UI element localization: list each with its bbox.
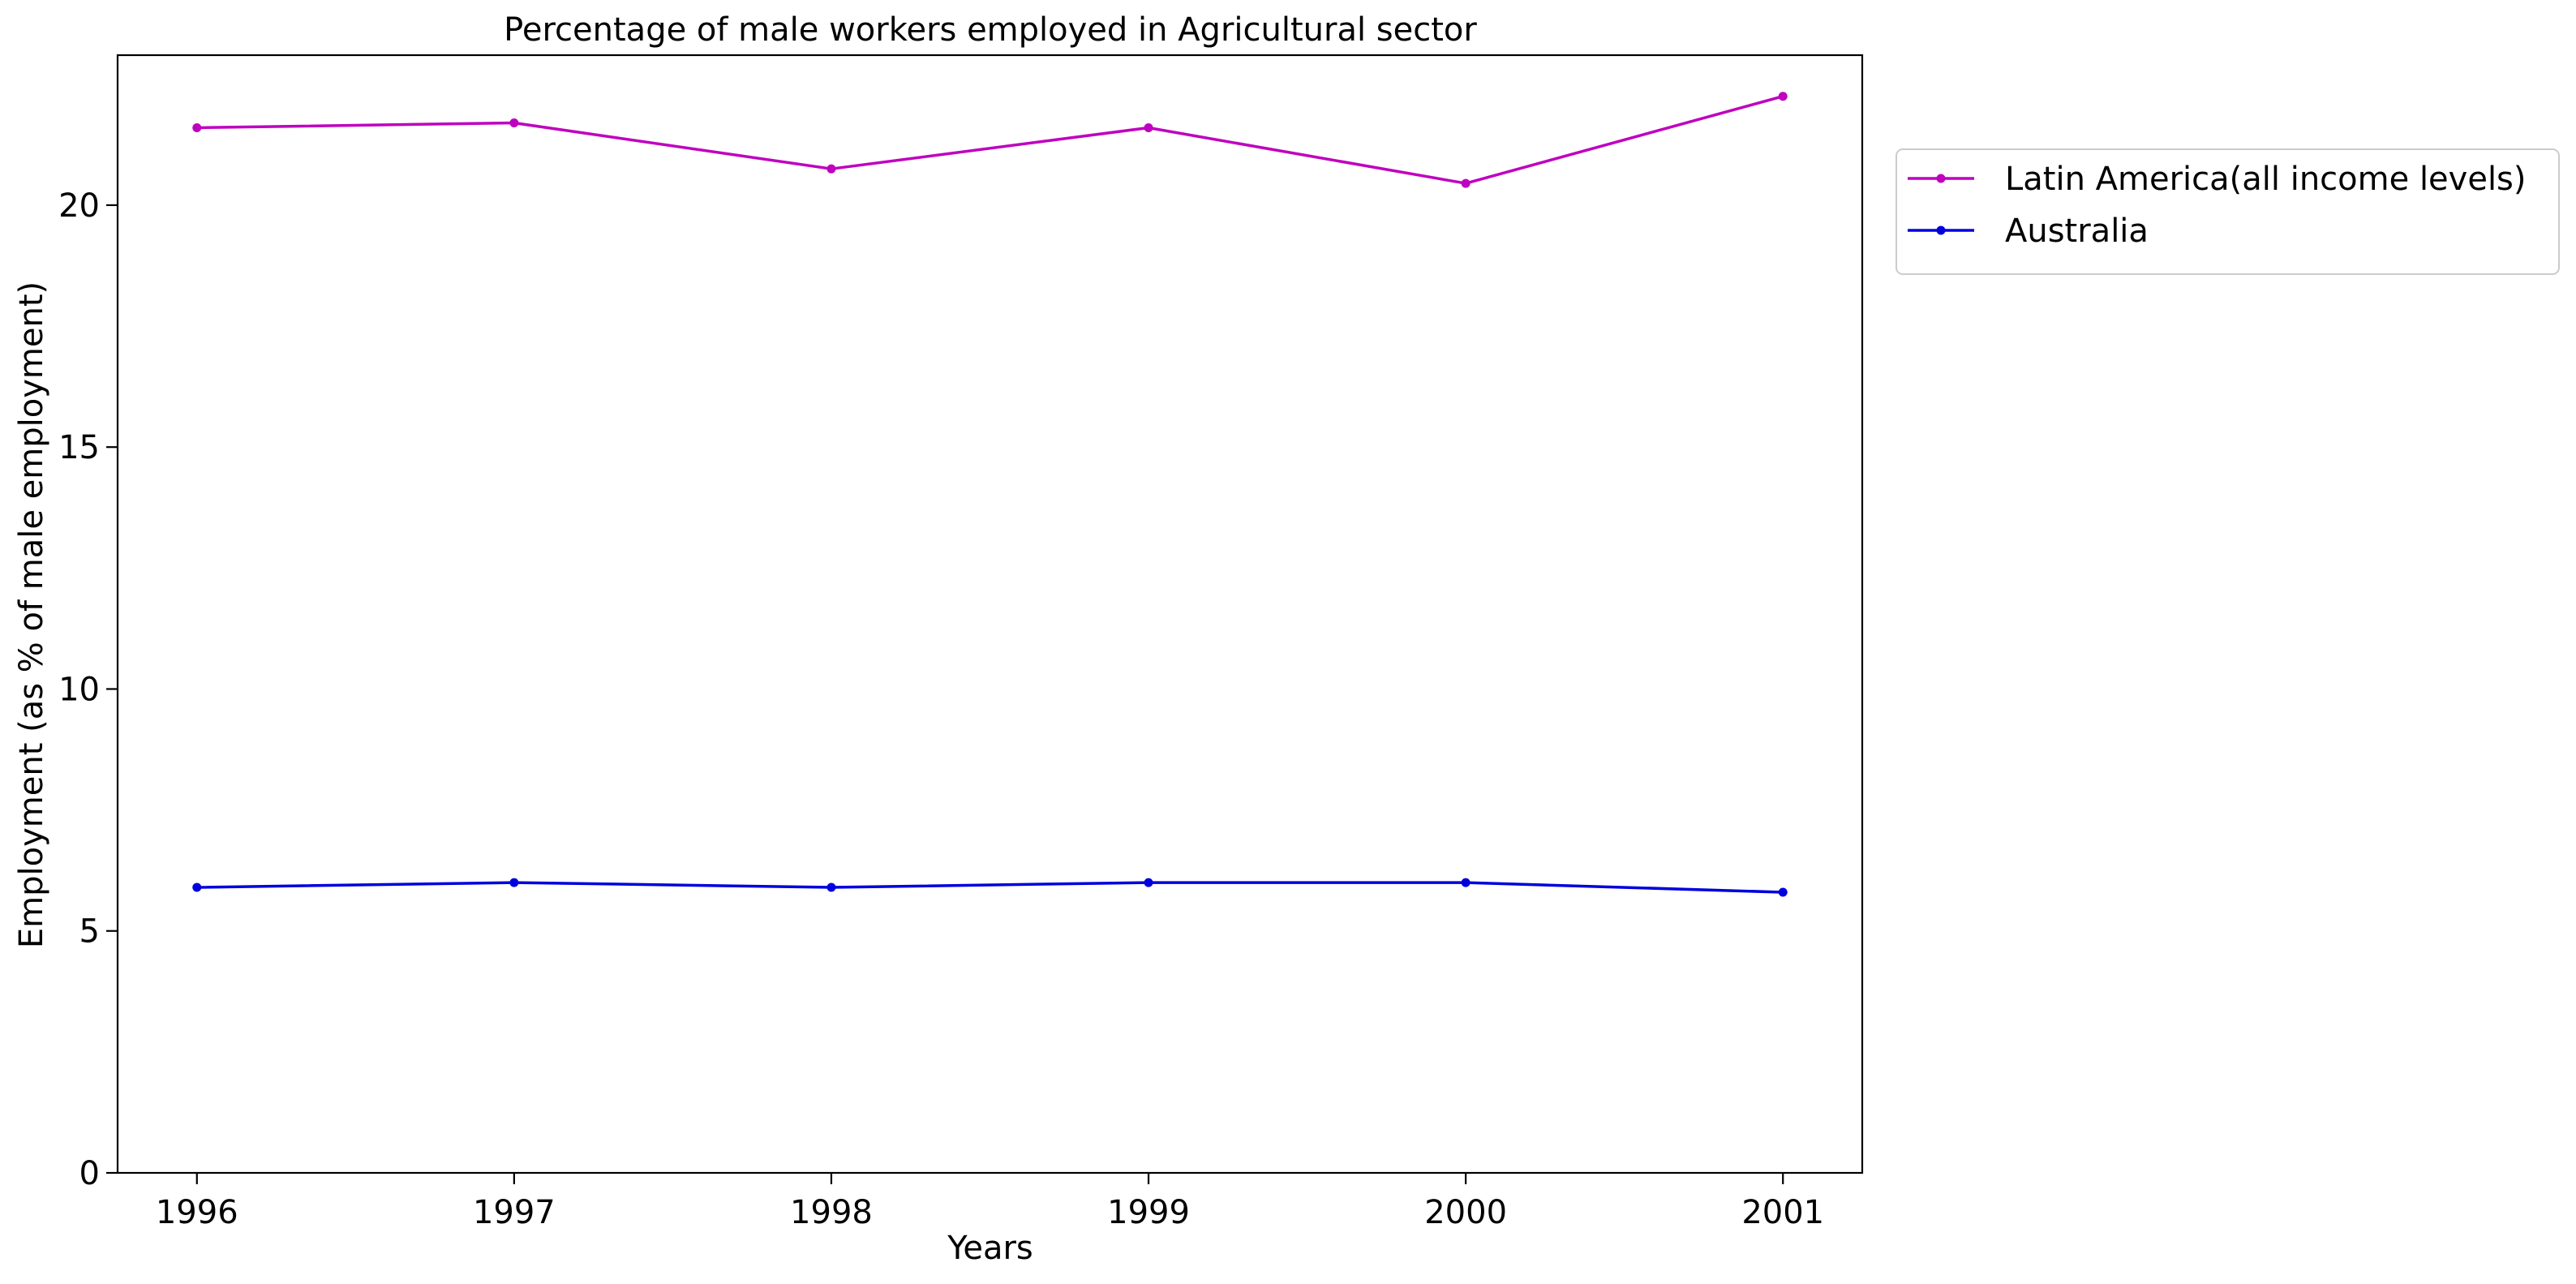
legend-label-1: Australia — [2005, 213, 2149, 250]
data-point-1-0 — [192, 882, 202, 892]
data-point-0-5 — [1778, 92, 1788, 101]
data-point-1-2 — [826, 882, 836, 892]
x-tick-label-1998: 1998 — [790, 1194, 873, 1231]
data-point-1-3 — [1144, 878, 1153, 887]
data-point-1-1 — [509, 878, 519, 887]
data-point-1-4 — [1461, 878, 1470, 887]
legend-marker-0 — [1936, 174, 1946, 183]
x-axis-label: Years — [947, 1230, 1033, 1267]
x-tick-label-1996: 1996 — [156, 1194, 238, 1231]
data-point-0-1 — [509, 118, 519, 128]
plot-frame — [116, 54, 1864, 1174]
y-tick-label-10: 10 — [58, 671, 100, 708]
chart-title: Percentage of male workers employed in A… — [504, 11, 1477, 49]
x-tick-label-2000: 2000 — [1424, 1194, 1507, 1231]
y-tick-label-20: 20 — [58, 187, 100, 225]
data-point-0-4 — [1461, 178, 1470, 188]
series-line-0 — [196, 95, 1784, 185]
legend-marker-1 — [1936, 225, 1946, 235]
y-tick-label-15: 15 — [58, 429, 100, 466]
legend-label-0: Latin America(all income levels) — [2005, 161, 2527, 198]
plot-area: 1996 1997 1998 1999 2000 2001 0 5 10 15 20 — [58, 54, 1864, 1231]
data-point-0-3 — [1144, 122, 1153, 132]
x-tick-label-2001: 2001 — [1741, 1194, 1824, 1231]
data-point-0-2 — [826, 164, 836, 174]
legend-box — [1896, 148, 2560, 275]
data-point-0-0 — [192, 122, 202, 132]
x-tick-label-1999: 1999 — [1107, 1194, 1190, 1231]
x-tick-label-1997: 1997 — [473, 1194, 556, 1231]
y-tick-label-5: 5 — [79, 913, 100, 951]
legend: Latin America(all income levels) Australi… — [1896, 148, 2560, 275]
y-tick-label-0: 0 — [79, 1155, 100, 1192]
data-point-1-5 — [1778, 887, 1788, 897]
series-line-1 — [196, 881, 1784, 894]
y-axis-label: Employment (as % of male employment) — [13, 281, 50, 948]
